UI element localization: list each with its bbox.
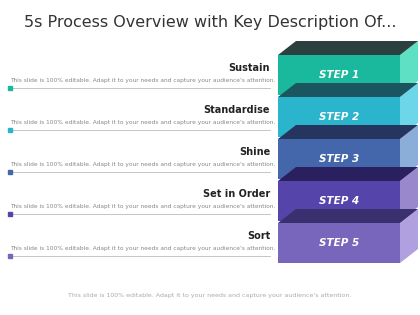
Text: STEP 1: STEP 1 [319, 70, 359, 80]
Text: This slide is 100% editable. Adapt it to your needs and capture your audience's : This slide is 100% editable. Adapt it to… [10, 78, 275, 83]
Text: This slide is 100% editable. Adapt it to your needs and capture your audience's : This slide is 100% editable. Adapt it to… [10, 120, 275, 125]
Polygon shape [278, 139, 400, 179]
Polygon shape [278, 83, 418, 97]
Text: Sort: Sort [247, 231, 270, 241]
Text: Set in Order: Set in Order [203, 189, 270, 199]
Polygon shape [400, 125, 418, 179]
Polygon shape [278, 41, 418, 55]
Text: STEP 3: STEP 3 [319, 154, 359, 164]
Text: STEP 5: STEP 5 [319, 238, 359, 248]
Polygon shape [278, 55, 400, 95]
Polygon shape [278, 125, 418, 139]
Text: Shine: Shine [239, 147, 270, 157]
Text: This slide is 100% editable. Adapt it to your needs and capture your audience's : This slide is 100% editable. Adapt it to… [10, 204, 275, 209]
Text: STEP 4: STEP 4 [319, 196, 359, 206]
Polygon shape [400, 41, 418, 95]
Polygon shape [400, 209, 418, 263]
Text: This slide is 100% editable. Adapt it to your needs and capture your audience's : This slide is 100% editable. Adapt it to… [68, 293, 352, 297]
Polygon shape [400, 167, 418, 221]
Text: 5s Process Overview with Key Description Of...: 5s Process Overview with Key Description… [24, 14, 396, 30]
Polygon shape [278, 97, 400, 137]
Polygon shape [278, 181, 400, 221]
Polygon shape [278, 209, 418, 223]
Polygon shape [400, 83, 418, 137]
Text: This slide is 100% editable. Adapt it to your needs and capture your audience's : This slide is 100% editable. Adapt it to… [10, 162, 275, 167]
Text: Standardise: Standardise [204, 105, 270, 115]
Polygon shape [278, 223, 400, 263]
Polygon shape [278, 167, 418, 181]
Text: STEP 2: STEP 2 [319, 112, 359, 122]
Text: This slide is 100% editable. Adapt it to your needs and capture your audience's : This slide is 100% editable. Adapt it to… [10, 246, 275, 251]
Text: Sustain: Sustain [228, 63, 270, 73]
